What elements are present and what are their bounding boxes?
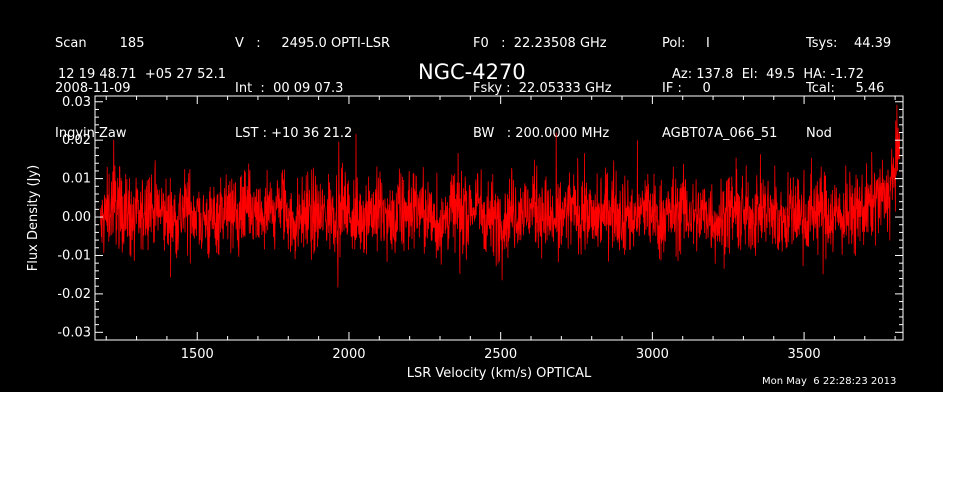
pointing-info: Az: 137.8 El: 49.5 HA: -1.72 bbox=[672, 67, 864, 82]
project-label: AGBT07A_066_51 bbox=[662, 126, 778, 141]
header-col-scan: Scan 185 2008-11-09 Ingyin Zaw bbox=[55, 6, 144, 171]
mode-label: Nod bbox=[806, 126, 832, 141]
source-coordinates: 12 19 48.71 +05 27 52.1 bbox=[58, 67, 227, 82]
if-label: IF : 0 bbox=[662, 81, 711, 96]
x-tick-label: 2000 bbox=[332, 347, 365, 362]
y-tick-label: 0.02 bbox=[62, 133, 91, 148]
plot-panel: Scan 185 2008-11-09 Ingyin Zaw V : 2495.… bbox=[0, 0, 943, 392]
y-tick-label: -0.01 bbox=[57, 248, 91, 263]
tsys-label: Tsys: 44.39 bbox=[806, 36, 892, 51]
series-layer bbox=[99, 104, 901, 288]
header-col-tsys: Tsys: 44.39 Tcal: 5.46 Nod bbox=[806, 6, 891, 171]
sky-frequency-label: Fsky : 22.05333 GHz bbox=[473, 81, 612, 96]
x-tick-label: 1500 bbox=[181, 347, 214, 362]
y-tick-label: 0.00 bbox=[62, 210, 91, 225]
rest-frequency-label: F0 : 22.23508 GHz bbox=[473, 36, 607, 51]
timestamp: Mon May 6 22:28:23 2013 bbox=[762, 376, 897, 387]
header-col-polarization: Pol: I IF : 0 AGBT07A_066_51 bbox=[662, 6, 777, 171]
y-tick-label: -0.03 bbox=[57, 325, 91, 340]
observer-label: Ingyin Zaw bbox=[55, 126, 127, 141]
velocity-label: V : 2495.0 OPTI-LSR bbox=[235, 36, 391, 51]
y-axis: -0.03 -0.02 -0.01 0.00 0.01 0.02 0.03 bbox=[57, 95, 903, 340]
x-tick-label: 2500 bbox=[484, 347, 517, 362]
integration-label: Int : 00 09 07.3 bbox=[235, 81, 344, 96]
lst-label: LST : +10 36 21.2 bbox=[235, 126, 353, 141]
scan-label: Scan 185 bbox=[55, 36, 145, 51]
polarization-label: Pol: I bbox=[662, 36, 710, 51]
y-tick-label: -0.02 bbox=[57, 287, 91, 302]
bandwidth-label: BW : 200.0000 MHz bbox=[473, 126, 610, 141]
y-axis-label: Flux Density (Jy) bbox=[26, 165, 41, 271]
spectrum-series-line bbox=[99, 104, 901, 288]
date-label: 2008-11-09 bbox=[55, 81, 131, 96]
plot-frame bbox=[94, 95, 904, 341]
x-axis: 1500 2000 2500 3000 3500 bbox=[105, 96, 896, 362]
spectrum-chart: 1500 2000 2500 3000 3500 -0.03 -0.02 -0.01 0.00… bbox=[26, 95, 904, 381]
y-tick-label: 0.03 bbox=[62, 95, 91, 110]
header-col-frequency: F0 : 22.23508 GHz Fsky : 22.05333 GHz BW… bbox=[473, 6, 612, 171]
chart-title: NGC-4270 bbox=[418, 60, 526, 84]
x-axis-label: LSR Velocity (km/s) OPTICAL bbox=[407, 366, 592, 381]
y-tick-label: 0.01 bbox=[62, 172, 91, 187]
tcal-label: Tcal: 5.46 bbox=[806, 81, 885, 96]
header-col-velocity: V : 2495.0 OPTI-LSR Int : 00 09 07.3 LST… bbox=[235, 6, 390, 171]
x-tick-label: 3500 bbox=[788, 347, 821, 362]
x-tick-label: 3000 bbox=[636, 347, 669, 362]
